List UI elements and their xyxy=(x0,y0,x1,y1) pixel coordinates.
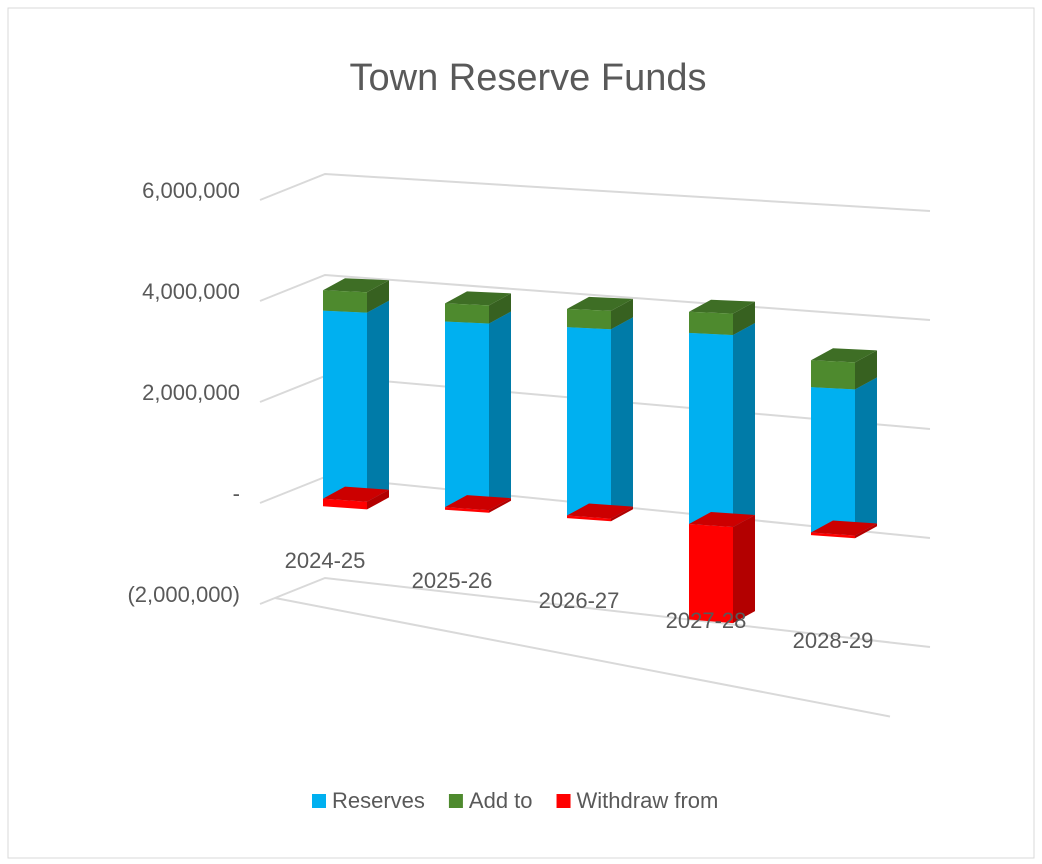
chart-title: Town Reserve Funds xyxy=(350,57,707,99)
bar-top xyxy=(323,486,389,502)
y-tick-label: 2,000,000 xyxy=(142,380,240,405)
legend: Reserves Add to Withdraw from xyxy=(312,788,718,813)
legend-swatch xyxy=(556,794,571,808)
x-tick-label: 2026-27 xyxy=(539,588,620,613)
bar xyxy=(689,524,733,624)
x-tick-label: 2028-29 xyxy=(793,628,874,653)
bar-top xyxy=(445,495,511,511)
bar-side xyxy=(367,280,389,313)
bar-top xyxy=(567,503,633,519)
x-tick-label: 2025-26 xyxy=(412,568,493,593)
bar-top xyxy=(689,512,755,528)
bar-side xyxy=(611,298,633,330)
bar-side xyxy=(489,311,511,511)
y-tick-label: (2,000,000) xyxy=(127,582,240,607)
legend-swatch xyxy=(312,794,326,808)
grid-line xyxy=(259,576,931,648)
bar-side xyxy=(611,317,633,519)
bar-top xyxy=(567,296,633,311)
bar-top xyxy=(445,291,511,306)
legend-label: Withdraw from xyxy=(577,788,719,813)
y-tick-label: - xyxy=(233,481,240,506)
legend-label: Reserves xyxy=(332,788,425,813)
floor-edge xyxy=(274,597,891,718)
bar xyxy=(689,332,733,528)
bar-top xyxy=(811,520,877,536)
bar-top xyxy=(323,278,389,293)
legend-label: Add to xyxy=(469,788,533,813)
bar xyxy=(689,311,733,335)
x-tick-label: 2024-25 xyxy=(285,548,366,573)
bar xyxy=(811,360,855,390)
bar-side xyxy=(733,301,755,335)
y-tick-label: 4,000,000 xyxy=(142,279,240,304)
bar-side xyxy=(855,523,877,539)
y-tick-label: 6,000,000 xyxy=(142,178,240,203)
legend-swatch xyxy=(448,794,463,808)
bar xyxy=(445,507,489,513)
x-tick-label: 2027-28 xyxy=(666,608,747,633)
bar xyxy=(567,327,611,519)
bar-side xyxy=(367,489,389,510)
bar xyxy=(323,498,367,510)
bar xyxy=(567,308,611,330)
bar-top xyxy=(689,299,755,314)
bar xyxy=(445,321,489,511)
bar-side xyxy=(855,377,877,536)
bar-side xyxy=(489,498,511,513)
chart-frame xyxy=(7,7,1035,859)
bar-side xyxy=(611,506,633,522)
bar xyxy=(811,387,855,536)
bar-side xyxy=(367,300,389,502)
bar xyxy=(811,532,855,539)
bar xyxy=(567,515,611,522)
bar-side xyxy=(489,293,511,324)
bar-side xyxy=(733,515,755,624)
bar-side xyxy=(733,322,755,528)
bar-top xyxy=(811,348,877,363)
bar xyxy=(323,310,367,502)
bar-side xyxy=(855,350,877,390)
grid-line xyxy=(259,172,931,212)
bar xyxy=(445,303,489,324)
bar xyxy=(323,290,367,313)
